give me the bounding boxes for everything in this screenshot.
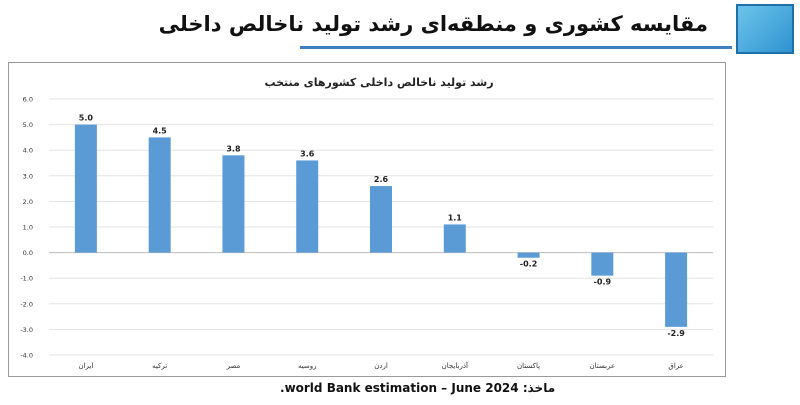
x-tick-label: عربستان [590,362,616,370]
y-tick-label: 4.0 [23,147,33,155]
x-tick-label: پاکستان [517,362,540,370]
y-tick-label: 5.0 [23,121,33,129]
bar [591,252,614,276]
x-tick-label: مصر [226,362,241,370]
bar [370,186,392,253]
data-label: 5.0 [79,114,94,123]
bar [222,155,245,253]
y-tick-label: -1.0 [20,275,33,283]
title-underline [300,46,732,49]
bar [74,124,97,253]
bar [296,160,319,253]
y-tick-label: 3.0 [23,172,33,180]
data-label: 3.8 [226,144,241,153]
source-note: ماخذ: world Bank estimation – June 2024. [280,381,556,395]
data-label: 4.5 [153,126,168,135]
data-label: 1.1 [448,213,463,222]
bar [148,137,171,253]
y-tick-label: -3.0 [20,326,33,334]
slide-title: مقایسه کشوری و منطقه‌ای رشد تولید ناخالص… [158,12,708,36]
data-label: -0.9 [594,278,612,287]
data-label: 2.6 [374,175,389,184]
x-tick-label: ایران [78,362,93,370]
x-tick-label: عراق [668,362,683,370]
x-tick-label: روسیه [298,362,317,370]
data-label: -0.2 [520,260,538,269]
data-label: 3.6 [300,149,315,158]
x-tick-label: آذربایجان [442,361,469,370]
bar-chart: رشد تولید ناخالص داخلی کشورهای منتخب 5.0… [20,76,713,370]
chart-title: رشد تولید ناخالص داخلی کشورهای منتخب [264,76,493,89]
bar [665,252,688,327]
y-tick-label: 1.0 [23,224,33,232]
y-tick-label: -2.0 [20,300,33,308]
y-tick-label: 2.0 [23,198,33,206]
chart-frame: رشد تولید ناخالص داخلی کشورهای منتخب 5.0… [8,62,726,377]
x-tick-label: ترکیه [152,362,167,370]
x-tick-label: اردن [374,362,388,370]
y-tick-label: 6.0 [23,96,33,104]
y-tick-label: 0.0 [23,249,33,257]
y-tick-label: -4.0 [20,352,33,360]
data-label: -2.9 [667,329,685,338]
bar [443,224,466,253]
decorative-square [736,4,794,54]
bar [517,252,540,258]
